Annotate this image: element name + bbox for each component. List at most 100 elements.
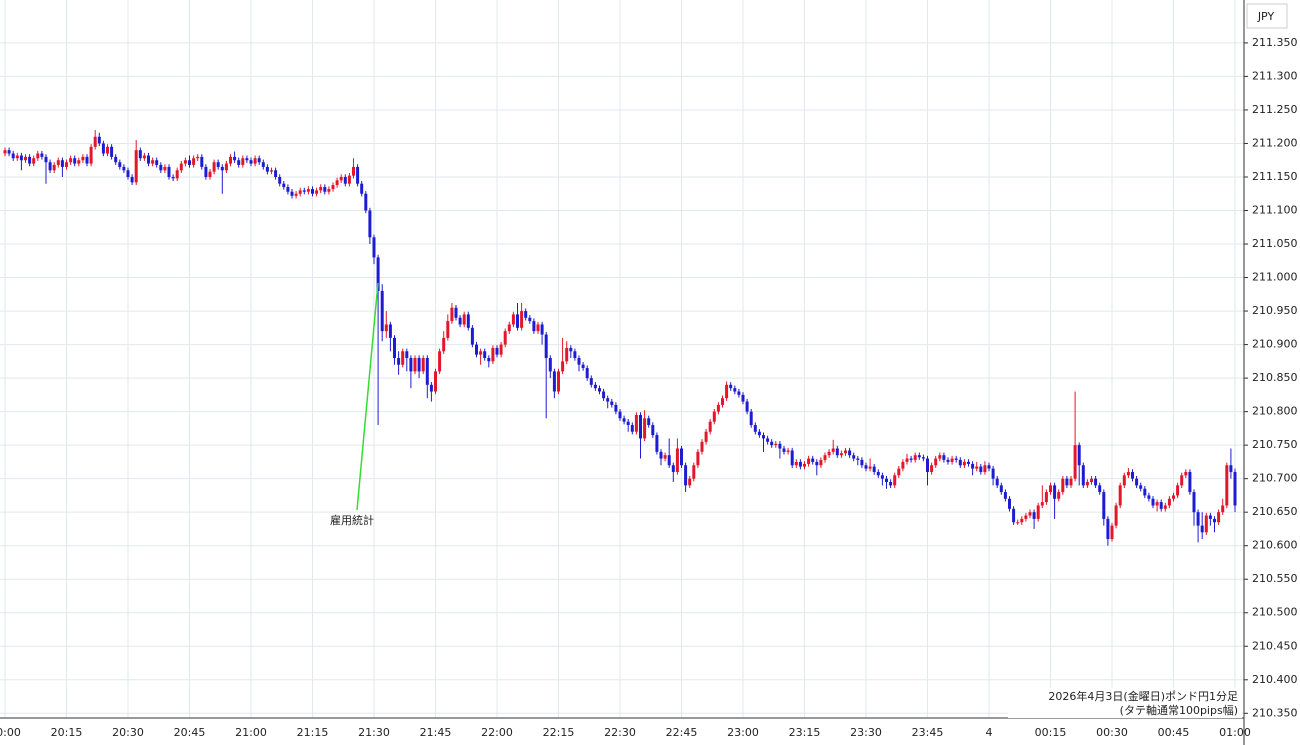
candle-body [409,357,413,372]
candle-body [339,176,343,181]
candle-body [1155,502,1159,506]
candle-body [356,166,360,184]
candle-body [1217,512,1221,523]
candle-body [516,314,519,328]
candle-body [458,317,462,325]
candle-body [876,471,880,476]
candle-body [565,347,569,362]
candle-body [548,357,552,372]
candle-body [725,384,729,399]
candle-body [36,153,40,159]
candle-body [388,324,392,338]
candle-body [487,357,491,362]
candle-body [958,459,962,466]
candle-body [479,351,483,355]
candle-body [1061,478,1065,493]
candle-body [663,455,667,459]
candle-body [417,357,421,372]
candle-body [782,448,786,452]
caption: (タテ軸通常100pips幅) [1120,703,1238,717]
candle-body [897,468,901,476]
candle-body [159,164,163,171]
candle-body [319,187,323,191]
candle-body [823,455,827,460]
candle-body [265,166,269,172]
candle-body [216,162,220,167]
y-tick-label: 211.150 [1252,170,1298,183]
candle-body [1106,518,1110,540]
candle-body [552,371,556,392]
y-tick-label: 210.900 [1252,338,1298,351]
candle-body [245,158,249,161]
candle-body [97,136,101,144]
candle-body [651,425,655,436]
candle-body [163,166,167,171]
candle-body [511,314,515,325]
y-tick-label: 211.300 [1252,69,1298,82]
candle-body [122,166,126,171]
candle-body [983,465,987,472]
candle-body [56,160,60,165]
candle-body [229,156,232,164]
candle-body [1114,505,1118,526]
candle-body [893,475,897,486]
candle-body [274,170,278,177]
candle-body [306,189,310,192]
candle-body [188,160,191,165]
caption: 2026年4月3日(金曜日)ポンド円1分足 [1048,689,1238,703]
candle-body [270,170,273,172]
candle-body [175,170,179,179]
candle-body [536,324,540,332]
y-tick-label: 210.550 [1252,572,1298,585]
candle-body [1003,492,1007,499]
candle-body [790,450,794,466]
candle-body [405,351,409,358]
x-tick-label: 22:00 [481,726,513,739]
candle-body [196,156,200,159]
candle-body [1085,482,1089,486]
candle-body [1143,488,1147,496]
caption-background [1008,688,1242,718]
candle-body [151,160,155,164]
candle-body [397,357,401,365]
grid [0,0,1244,718]
candle-body [1065,478,1069,486]
candle-body [24,156,27,161]
candle-body [343,176,347,184]
candle-body [872,466,876,472]
candle-body [1057,492,1061,499]
candle-body [1122,475,1126,486]
y-tick-label: 210.800 [1252,405,1298,418]
candle-body [384,324,388,332]
candle-body [335,180,339,186]
x-tick-label: 22:15 [543,726,575,739]
candle-body [442,337,446,352]
candle-body [630,425,634,432]
candle-body [368,210,372,238]
candle-body [450,307,454,322]
candle-body [77,160,81,164]
candle-body [835,448,839,456]
candle-body [606,398,610,402]
candle-body [712,411,716,422]
candle-body [93,136,97,147]
candle-body [708,421,712,432]
candle-body [942,455,946,460]
x-tick-label: 21:15 [297,726,329,739]
candle-body [794,461,798,466]
candle-body [622,418,626,422]
candle-body [975,466,979,469]
candle-body [880,475,884,479]
candle-body [778,443,782,449]
candle-body [643,418,647,439]
candle-body [733,388,737,392]
candle-body [48,162,52,171]
candle-body [971,463,975,469]
candle-body [913,455,917,460]
candle-body [118,162,122,167]
candle-body [233,156,237,161]
candle-body [721,398,724,405]
candle-body [573,351,577,358]
x-tick-label: 00:45 [1158,726,1190,739]
